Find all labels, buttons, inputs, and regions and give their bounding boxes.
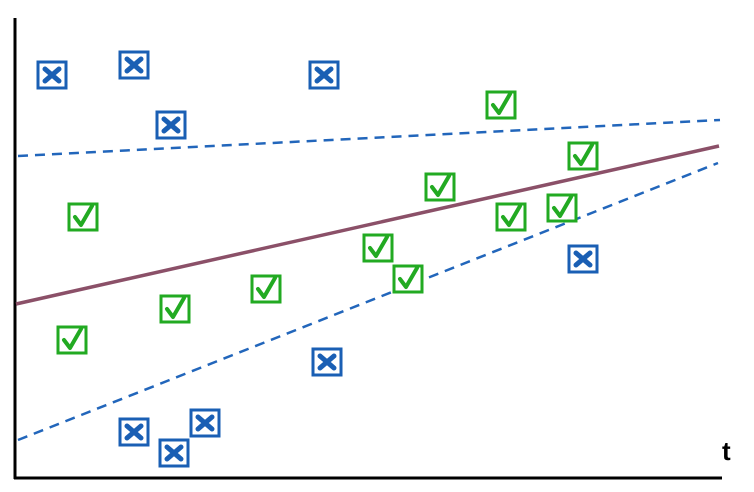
cross-box-icon [157,112,185,138]
check-box-icon [159,294,191,324]
check-box-icon [250,274,282,304]
check-box-icon [567,141,599,171]
cross-box-icon [120,52,148,78]
check-box-icon [495,202,527,232]
check-box-icon [424,172,456,202]
decision-line [15,144,720,306]
check-box-icon [56,325,88,355]
cross-box-icon [160,440,188,466]
upper-margin-line [17,118,721,158]
cross-box-icon [38,62,66,88]
check-box-icon [362,233,394,263]
x-axis-label: t [722,436,731,466]
cross-box-icon [310,62,338,88]
check-box-icon [392,264,424,294]
lower-margin-line [17,161,719,442]
check-box-icon [485,90,517,120]
cross-box-icon [313,349,341,375]
check-box-icon [546,193,578,223]
check-box-icon [67,202,99,232]
cross-box-icon [191,410,219,436]
cross-box-icon [120,419,148,445]
cross-box-icon [569,246,597,272]
